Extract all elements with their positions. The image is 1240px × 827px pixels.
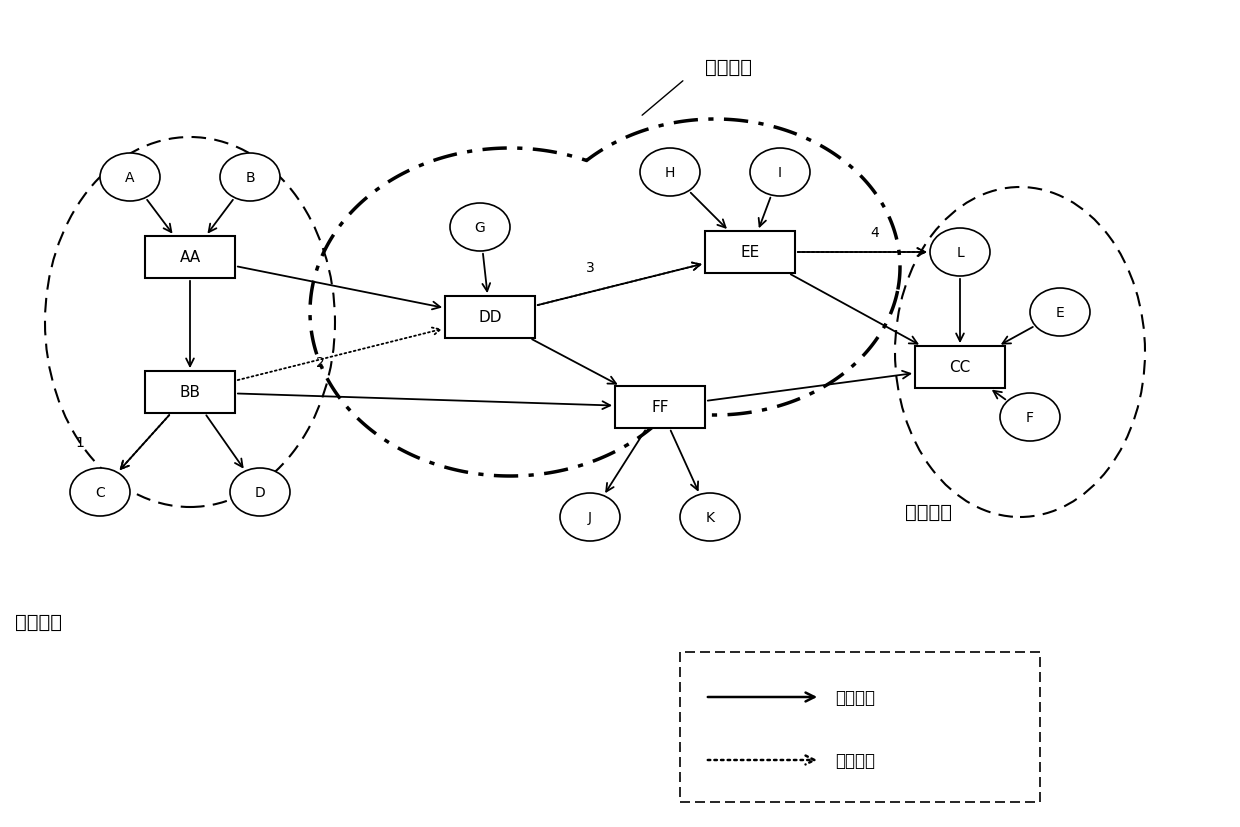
Text: L: L: [956, 246, 963, 260]
Text: D: D: [254, 485, 265, 500]
FancyBboxPatch shape: [706, 232, 795, 274]
Text: AA: AA: [180, 251, 201, 265]
FancyBboxPatch shape: [145, 371, 236, 414]
Text: J: J: [588, 510, 591, 524]
Text: 2: 2: [316, 356, 325, 370]
Ellipse shape: [450, 203, 510, 251]
Ellipse shape: [229, 468, 290, 516]
Text: CC: CC: [950, 360, 971, 375]
Ellipse shape: [640, 149, 701, 197]
Text: A: A: [125, 171, 135, 184]
Text: E: E: [1055, 306, 1064, 319]
Text: G: G: [475, 221, 485, 235]
Text: 3: 3: [585, 261, 594, 275]
Ellipse shape: [560, 494, 620, 542]
Ellipse shape: [100, 154, 160, 202]
Text: F: F: [1025, 410, 1034, 424]
Text: I: I: [777, 165, 782, 179]
Text: C: C: [95, 485, 105, 500]
FancyBboxPatch shape: [915, 347, 1004, 389]
Text: EE: EE: [740, 245, 760, 261]
Text: K: K: [706, 510, 714, 524]
Text: 区域网络: 区域网络: [905, 502, 952, 521]
FancyBboxPatch shape: [145, 237, 236, 279]
Text: H: H: [665, 165, 676, 179]
Ellipse shape: [219, 154, 280, 202]
Text: 目标网络: 目标网络: [706, 58, 751, 77]
Text: DD: DD: [479, 310, 502, 325]
Ellipse shape: [750, 149, 810, 197]
Ellipse shape: [1030, 289, 1090, 337]
Text: 数据流向: 数据流向: [835, 751, 875, 769]
Text: B: B: [246, 171, 254, 184]
Ellipse shape: [999, 394, 1060, 442]
FancyBboxPatch shape: [445, 297, 534, 338]
Ellipse shape: [69, 468, 130, 516]
Ellipse shape: [930, 229, 990, 277]
Text: 物理链路: 物理链路: [835, 688, 875, 706]
Ellipse shape: [680, 494, 740, 542]
Text: 4: 4: [870, 226, 879, 240]
Text: FF: FF: [651, 400, 668, 415]
Text: BB: BB: [180, 385, 201, 400]
Text: 区域网络: 区域网络: [15, 612, 62, 631]
FancyBboxPatch shape: [615, 386, 706, 428]
Text: 1: 1: [76, 436, 84, 449]
